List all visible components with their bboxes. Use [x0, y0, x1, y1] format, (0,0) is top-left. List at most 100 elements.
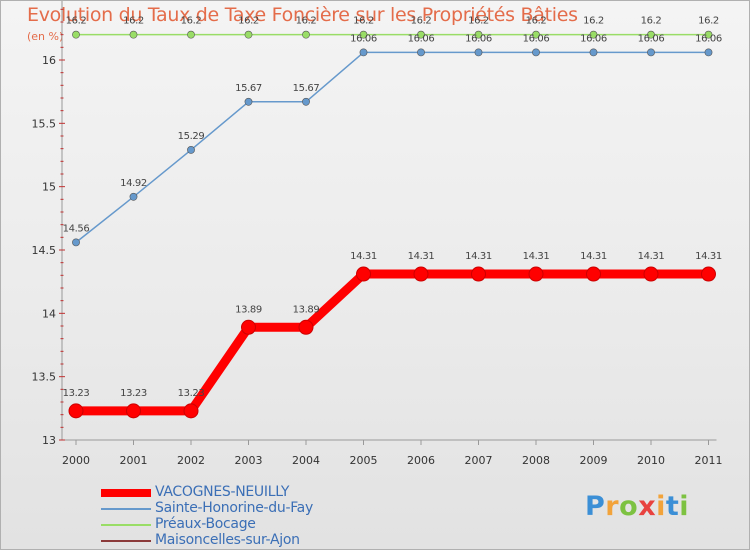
- data-point: [356, 266, 371, 282]
- data-label: 16.2: [296, 16, 317, 27]
- legend-label: Maisoncelles-sur-Ajon: [155, 532, 300, 548]
- data-point: [241, 319, 256, 335]
- x-tick-label: 2004: [292, 454, 320, 467]
- x-tick-label: 2001: [120, 454, 148, 467]
- series-line-vacognes-neuilly: [71, 269, 713, 416]
- logo-letter: o: [619, 491, 639, 522]
- data-label: 14.92: [120, 178, 147, 189]
- y-tick-label: 15.5: [32, 117, 57, 130]
- data-point: [704, 30, 713, 39]
- data-label: 16.06: [695, 33, 722, 44]
- data-label: 16.2: [641, 16, 662, 27]
- y-tick-label: 16.5: [32, 1, 57, 4]
- data-point: [704, 48, 713, 57]
- data-label: 14.31: [465, 251, 492, 262]
- data-label: 14.31: [408, 251, 435, 262]
- legend-swatch: [101, 508, 151, 510]
- data-label: 16.2: [526, 16, 547, 27]
- y-axis-unit-label: (en %): [27, 30, 64, 43]
- data-point: [586, 266, 601, 282]
- data-label: 16.06: [465, 33, 492, 44]
- data-label: 16.06: [408, 33, 435, 44]
- data-point: [474, 30, 483, 39]
- data-label: 13.23: [63, 388, 90, 399]
- data-label: 14.31: [638, 251, 665, 262]
- data-point: [589, 30, 598, 39]
- data-label: 14.56: [63, 223, 90, 234]
- data-label: 14.31: [580, 251, 607, 262]
- data-point: [474, 48, 483, 57]
- x-tick-label: 2005: [350, 454, 378, 467]
- legend-swatch: [101, 489, 151, 497]
- data-point: [68, 403, 84, 419]
- data-point: [647, 48, 655, 57]
- x-tick-label: 2000: [62, 454, 90, 467]
- y-tick-label: 16: [42, 54, 56, 67]
- data-point: [532, 48, 540, 57]
- data-point: [298, 319, 314, 335]
- data-point: [359, 48, 368, 57]
- data-label: 15.67: [235, 83, 262, 94]
- data-label: 16.2: [411, 16, 432, 27]
- series-line-sainte-honorine-du-fay: [75, 51, 710, 244]
- data-label: 13.23: [120, 388, 147, 399]
- logo-letter: t: [665, 491, 680, 522]
- data-label: 16.2: [698, 16, 719, 27]
- proxiti-logo: Proxiti: [585, 491, 689, 522]
- logo-letter: i: [656, 491, 666, 522]
- data-label: 13.23: [178, 388, 205, 399]
- legend-swatch: [101, 540, 151, 542]
- x-tick-label: 2003: [235, 454, 263, 467]
- data-label: 16.06: [350, 33, 377, 44]
- data-label: 16.2: [353, 16, 374, 27]
- data-label: 16.2: [468, 16, 489, 27]
- x-tick-label: 2008: [522, 454, 550, 467]
- logo-letter: P: [585, 491, 606, 522]
- x-tick-label: 2010: [637, 454, 665, 467]
- x-tick-label: 2007: [465, 454, 493, 467]
- data-point: [413, 266, 429, 282]
- data-point: [187, 30, 195, 39]
- data-point: [647, 30, 655, 39]
- data-label: 16.2: [181, 16, 202, 27]
- data-point: [528, 266, 544, 282]
- data-point: [129, 30, 138, 39]
- data-point: [126, 403, 141, 419]
- data-point: [701, 266, 716, 282]
- y-tick-label: 14.5: [32, 244, 57, 257]
- logo-letter: x: [638, 491, 657, 522]
- legend-label: Préaux-Bocage: [155, 516, 256, 532]
- legend-label: VACOGNES-NEUILLY: [155, 484, 290, 500]
- data-label: 16.2: [123, 16, 144, 27]
- data-point: [643, 266, 659, 282]
- x-tick-label: 2009: [580, 454, 608, 467]
- data-label: 14.31: [695, 251, 722, 262]
- data-label: 16.2: [583, 16, 604, 27]
- y-tick-label: 13: [42, 434, 56, 447]
- logo-letter: i: [679, 491, 690, 522]
- data-point: [417, 48, 425, 57]
- legend-label: Sainte-Honorine-du-Fay: [155, 500, 313, 516]
- data-point: [417, 30, 425, 39]
- data-label: 16.2: [238, 16, 259, 27]
- data-point: [244, 97, 253, 106]
- y-tick-label: 14: [42, 307, 56, 320]
- x-tick-label: 2006: [407, 454, 435, 467]
- data-point: [302, 97, 310, 106]
- y-tick-label: 13.5: [32, 371, 57, 384]
- x-tick-label: 2002: [177, 454, 205, 467]
- data-point: [187, 146, 195, 154]
- data-label: 14.31: [523, 251, 550, 262]
- data-point: [72, 238, 80, 247]
- data-point: [359, 30, 368, 39]
- data-label: 16.2: [66, 16, 87, 27]
- data-label: 13.89: [235, 304, 262, 315]
- data-point: [532, 30, 540, 39]
- y-tick-label: 15: [42, 181, 56, 194]
- data-point: [244, 30, 253, 39]
- data-point: [183, 403, 199, 419]
- data-label: 15.67: [293, 83, 320, 94]
- x-tick-label: 2011: [695, 454, 723, 467]
